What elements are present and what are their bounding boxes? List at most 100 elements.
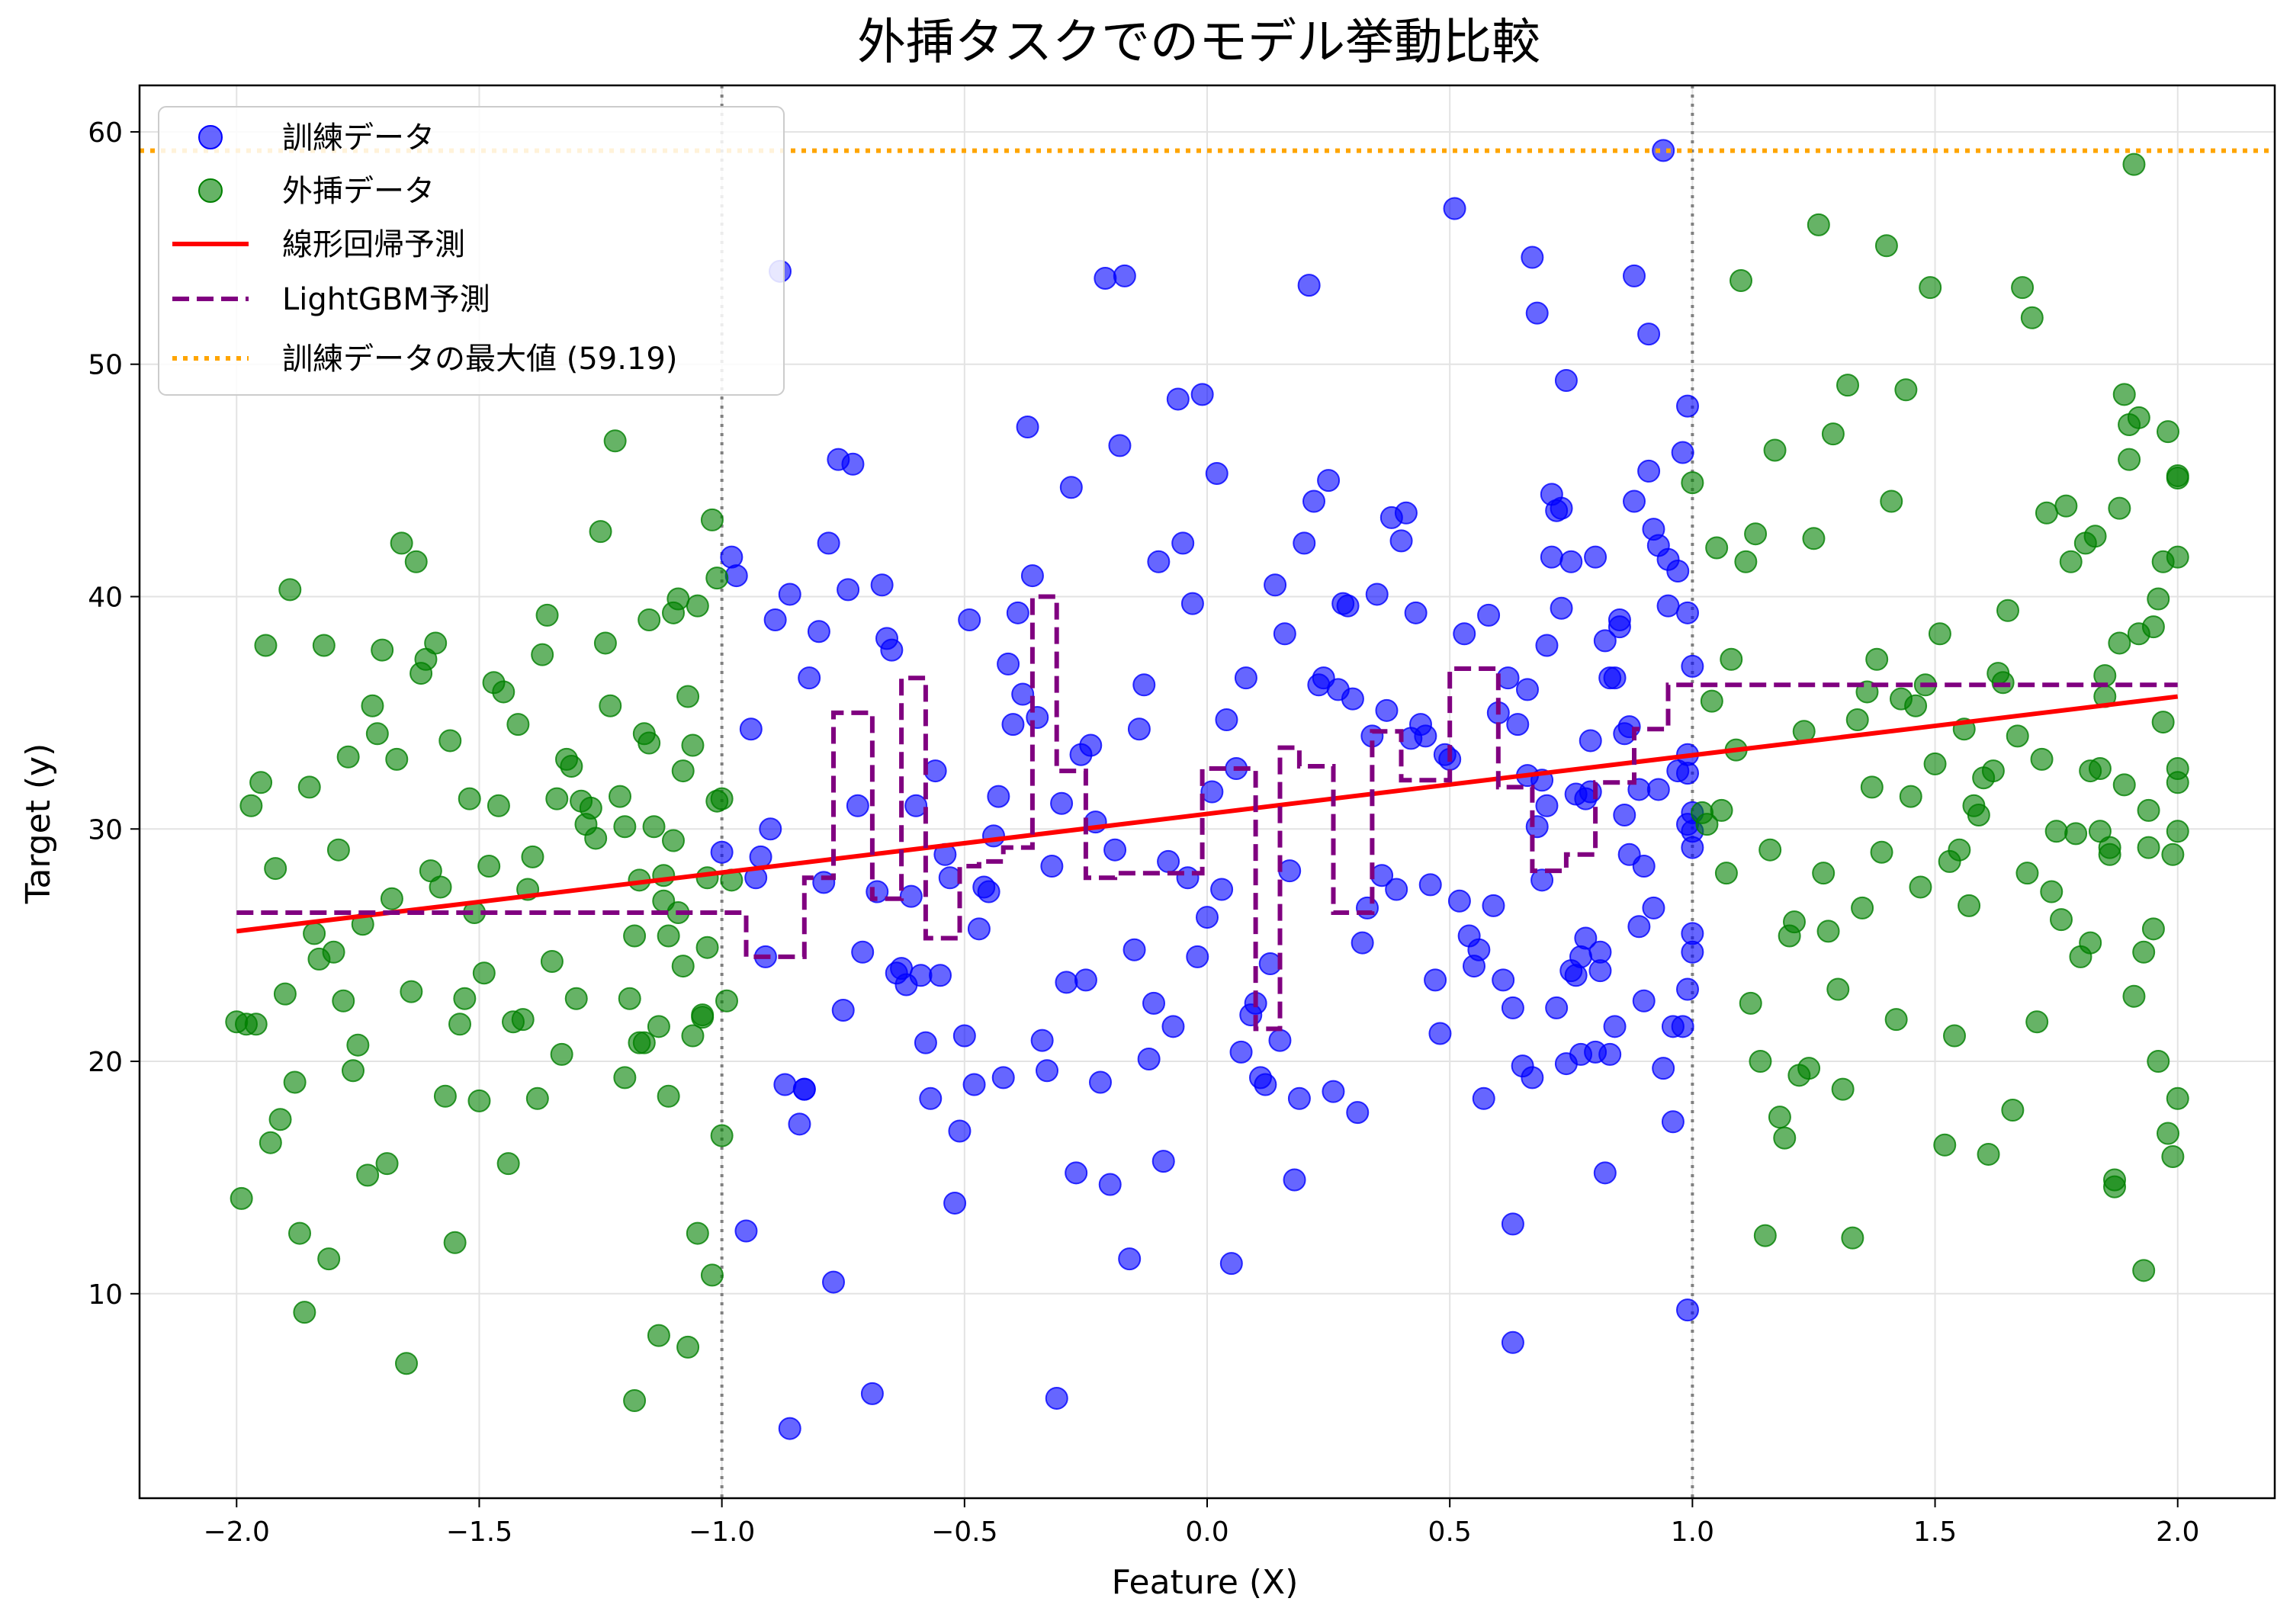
train-point [1506,713,1530,737]
extrapolation-point [671,759,695,783]
extrapolation-point [647,1015,670,1038]
train-point [1001,713,1025,737]
extrapolation-point [1710,798,1733,822]
extrapolation-point [288,1221,311,1245]
train-point [710,840,734,864]
extrapolation-point [361,694,384,717]
train-point [1574,926,1598,950]
extrapolation-point [492,680,515,704]
train-point [943,1191,967,1215]
train-point [914,1031,937,1054]
train-point [1564,964,1588,987]
extrapolation-point [564,987,588,1010]
extrapolation-point [521,845,544,868]
extrapolation-point [293,1301,316,1324]
train-point [1492,968,1515,992]
train-point [763,608,787,631]
extrapolation-point [647,1324,670,1347]
train-point [1365,583,1389,606]
extrapolation-point [623,1388,647,1412]
extrapolation-point [1773,1126,1797,1150]
extrapolation-point [1821,422,1845,446]
extrapolation-point [2157,1122,2179,1145]
train-point [1550,496,1573,520]
x-tick-label: −1.5 [446,1516,512,1548]
extrapolation-point [623,924,647,948]
y-tick-label: 30 [88,814,123,846]
train-point [1632,989,1656,1013]
extrapolation-point [710,1124,734,1147]
train-point [1108,434,1132,457]
train-point [1501,1212,1524,1236]
train-point [1652,139,1675,162]
train-point [1229,1040,1253,1064]
extrapolation-point [1860,775,1884,799]
train-point [952,1024,976,1048]
extrapolation-point [2006,724,2029,748]
train-point [929,964,952,987]
train-point [870,573,894,597]
extrapolation-point [438,729,462,753]
train-point [1617,715,1641,739]
train-point [1477,603,1501,627]
legend-train-marker [198,125,223,149]
extrapolation-point [2098,842,2121,866]
train-point [1268,1029,1292,1052]
train-point [1385,878,1408,901]
train-point [1593,1161,1617,1185]
extrapolation-point [467,1089,491,1112]
train-point [1453,622,1476,646]
train-point [841,452,865,476]
extrapolation-point [268,1108,292,1131]
train-point [1157,849,1180,873]
train-point [739,717,763,741]
train-point [1132,673,1156,697]
extrapolation-point [239,794,263,817]
extrapolation-point [1783,910,1806,934]
extrapolation-point [303,922,326,945]
train-point [1317,469,1341,493]
train-point [1559,550,1583,573]
extrapolation-point [2108,631,2131,655]
extrapolation-point [593,631,617,655]
extrapolation-point [584,826,608,850]
train-point [1351,931,1374,955]
train-point [1535,794,1559,817]
extrapolation-point [2132,940,2156,964]
extrapolation-point [695,866,719,890]
extrapolation-point [1831,1077,1855,1101]
train-point [948,1119,972,1143]
train-point [1322,1080,1345,1103]
train-point [1637,459,1661,483]
x-tick-label: −0.5 [931,1516,997,1548]
extrapolation-point [686,594,709,618]
extrapolation-point [443,1231,467,1254]
x-axis-label: Feature (X) [1112,1563,1299,1602]
train-point [1603,666,1627,690]
train-point [1190,383,1214,406]
extrapolation-point [603,429,627,453]
lightgbm-prediction-line [236,594,2178,1032]
extrapolation-point [2064,822,2088,846]
train-point [1161,1015,1185,1038]
extrapolation-point [371,638,394,662]
train-point [1234,666,1257,690]
extrapolation-point [1749,1050,1772,1074]
extrapolation-point [2127,622,2150,646]
train-point [1011,682,1035,706]
extrapolation-point [1797,1057,1821,1080]
extrapolation-point [2103,1175,2126,1199]
x-tick-label: 0.0 [1185,1516,1229,1548]
extrapolation-point [545,787,569,810]
train-point [1418,873,1442,897]
train-point [1264,573,1287,597]
train-point [1118,1247,1142,1271]
extrapolation-point [681,1024,705,1048]
extrapolation-point [618,987,641,1010]
train-point [1098,1173,1122,1196]
train-point [1215,708,1238,732]
extrapolation-point [1768,1106,1791,1129]
extrapolation-point [531,643,554,666]
train-point [1127,717,1151,741]
